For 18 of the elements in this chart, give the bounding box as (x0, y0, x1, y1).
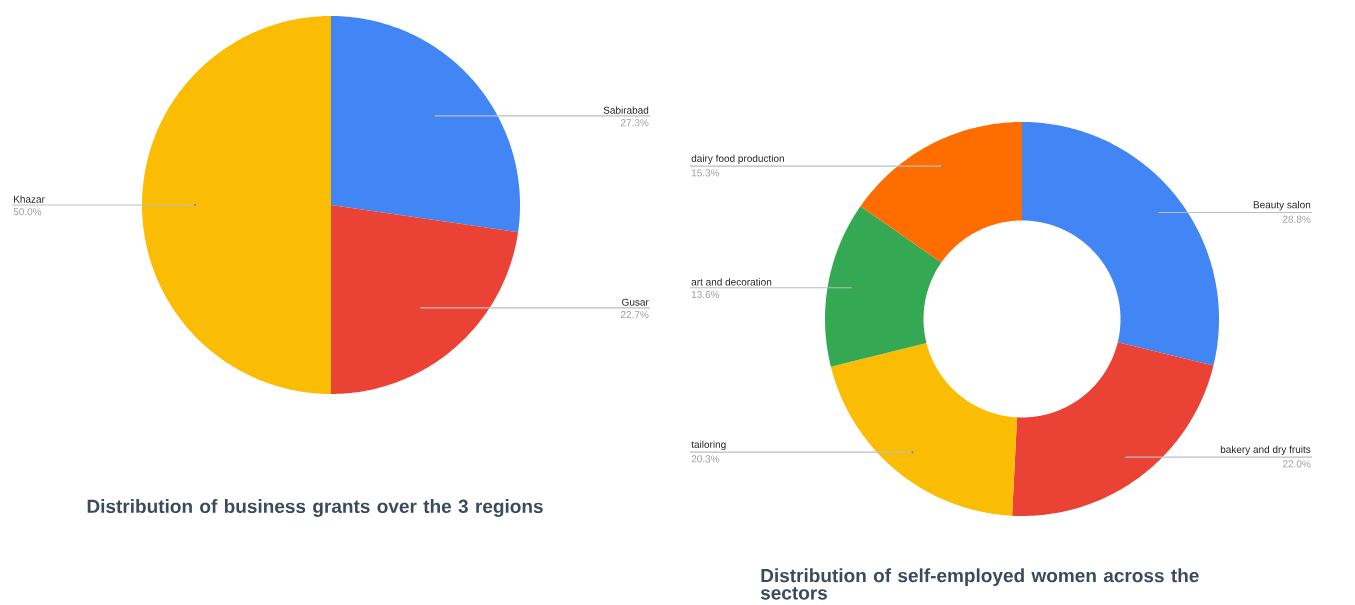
data-label: 28.8% (1282, 215, 1311, 223)
data-label: 13.6% (691, 290, 720, 299)
slice-label: tailoring (691, 440, 726, 450)
slice-label: art and decoration (691, 278, 772, 286)
data-label: 50.0% (13, 208, 42, 216)
data-label: 27.3% (620, 119, 649, 127)
slice-label: Sabirabad (603, 106, 649, 114)
text: Distribution of business grants over the 3 regions (87, 499, 543, 517)
text: Distribution of self-employed women across the sectors (760, 568, 1199, 600)
data-label: 15.3% (691, 169, 720, 177)
data-label: 20.3% (691, 455, 720, 463)
data-label: 22.0% (1282, 460, 1311, 468)
slice-label: Gusar (622, 298, 649, 306)
slice-label: Khazar (14, 195, 45, 203)
slice-label: Beauty salon (1253, 200, 1311, 211)
data-label: 22.7% (620, 311, 649, 319)
slice-label: bakery and dry fruits (1220, 445, 1311, 455)
slice-label: dairy food production (691, 154, 784, 164)
